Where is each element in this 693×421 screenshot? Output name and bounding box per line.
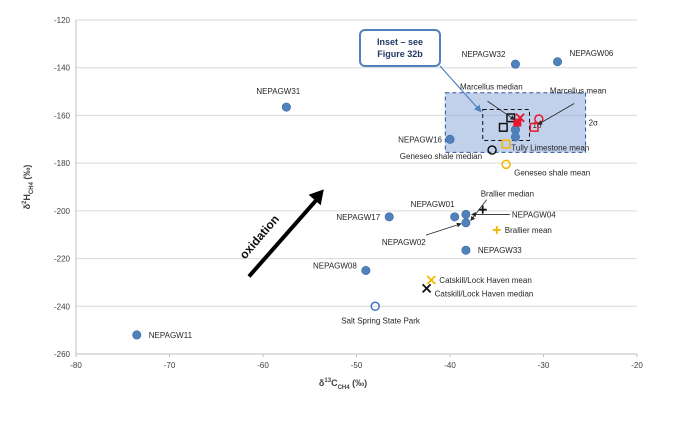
oxidation-arrow: oxidation (237, 189, 324, 278)
leader-arrow (537, 103, 575, 125)
reference-label: Geneseo shale median (400, 152, 482, 161)
oxidation-label: oxidation (237, 212, 282, 262)
well-point (281, 102, 291, 112)
reference-label: Catskill/Lock Haven mean (439, 276, 531, 285)
callout-text: Figure 32b (377, 49, 423, 59)
y-tick-label: -180 (54, 159, 71, 168)
reference-point (501, 159, 511, 170)
reference-label: Marcellus mean (550, 86, 606, 95)
x-tick-label: -30 (538, 361, 550, 370)
leader-arrow (487, 100, 515, 121)
well-label: NEPAGW32 (462, 50, 506, 59)
reference-point (478, 205, 487, 214)
well-label: NEPAGW02 (382, 238, 426, 247)
well-label: NEPAGW31 (256, 87, 300, 96)
well-point (510, 59, 520, 69)
oxidation-arrow-head (308, 189, 324, 206)
x-tick-label: -60 (257, 361, 269, 370)
reference-point (370, 301, 380, 312)
reference-point (513, 118, 522, 127)
oxidation-arrow-shaft (247, 197, 320, 278)
inset-callout: Inset – see Figure 32b (359, 29, 482, 113)
well-label: NEPAGW06 (570, 49, 614, 58)
reference-label: Brallier mean (505, 226, 552, 235)
reference-point (529, 122, 539, 132)
y-tick-label: -220 (54, 255, 71, 264)
point-labels: NEPAGW32 NEPAGW06 NEPAGW31 NEPAGW16 NEPAGW17… (149, 49, 614, 340)
reference-label: Tully Limestone mean (511, 143, 589, 152)
y-tick-label: -200 (54, 207, 71, 216)
x-tick-label: -50 (351, 361, 363, 370)
y-tick-label: -160 (54, 111, 71, 120)
reference-marker (501, 139, 511, 149)
x-tick-label: -20 (631, 361, 643, 370)
y-tick-label: -120 (54, 16, 71, 25)
well-label: NEPAGW33 (478, 246, 522, 255)
well-point (450, 212, 460, 222)
x-tick-label: -40 (444, 361, 456, 370)
callout-box (359, 29, 441, 67)
axes: -120 -140 -160 -180 -200 -220 -240 -260 -80 -70 -6… (54, 16, 643, 370)
y-axis-label: δ2HCH4 (‰) (22, 165, 35, 210)
reference-point (421, 283, 432, 294)
y-tick-label: -140 (54, 64, 71, 73)
well-point (510, 132, 520, 142)
reference-label: Geneseo shale mean (514, 168, 590, 177)
sigma-2-label: 2σ (589, 119, 598, 128)
x-tick-label: -80 (70, 361, 82, 370)
well-label: NEPAGW11 (149, 331, 193, 340)
well-label: NEPAGW04 (512, 210, 556, 219)
well-point (445, 134, 455, 144)
well-point (132, 330, 142, 340)
well-point (361, 265, 371, 275)
well-point (461, 209, 471, 219)
reference-label: Catskill/Lock Haven median (435, 289, 534, 298)
reference-point (487, 145, 497, 155)
x-tick-label: -70 (164, 361, 176, 370)
reference-point (498, 122, 508, 132)
well-label: NEPAGW01 (411, 200, 455, 209)
well-point (553, 57, 563, 67)
well-point (461, 245, 471, 255)
well-label: NEPAGW08 (313, 262, 357, 271)
callout-text: Inset – see (377, 37, 423, 47)
reference-point (426, 275, 436, 285)
x-axis-label: δ13CCH4 (‰) (319, 378, 367, 391)
reference-label: Salt Spring State Park (341, 316, 421, 325)
well-label: NEPAGW16 (398, 135, 442, 144)
well-point (461, 218, 471, 228)
well-point (384, 212, 394, 222)
leader-arrow (425, 222, 462, 236)
reference-label: Marcellus median (460, 83, 523, 92)
y-tick-label: -240 (54, 302, 71, 311)
gridlines (76, 19, 637, 355)
y-tick-label: -260 (54, 350, 71, 359)
data-points (132, 57, 563, 340)
callout-arrow (439, 65, 482, 113)
well-label: NEPAGW17 (336, 213, 380, 222)
reference-label: Brallier median (481, 190, 534, 199)
reference-point (492, 225, 501, 234)
sigma-1-label: 1σ (532, 121, 541, 130)
leader-arrow (470, 199, 488, 222)
